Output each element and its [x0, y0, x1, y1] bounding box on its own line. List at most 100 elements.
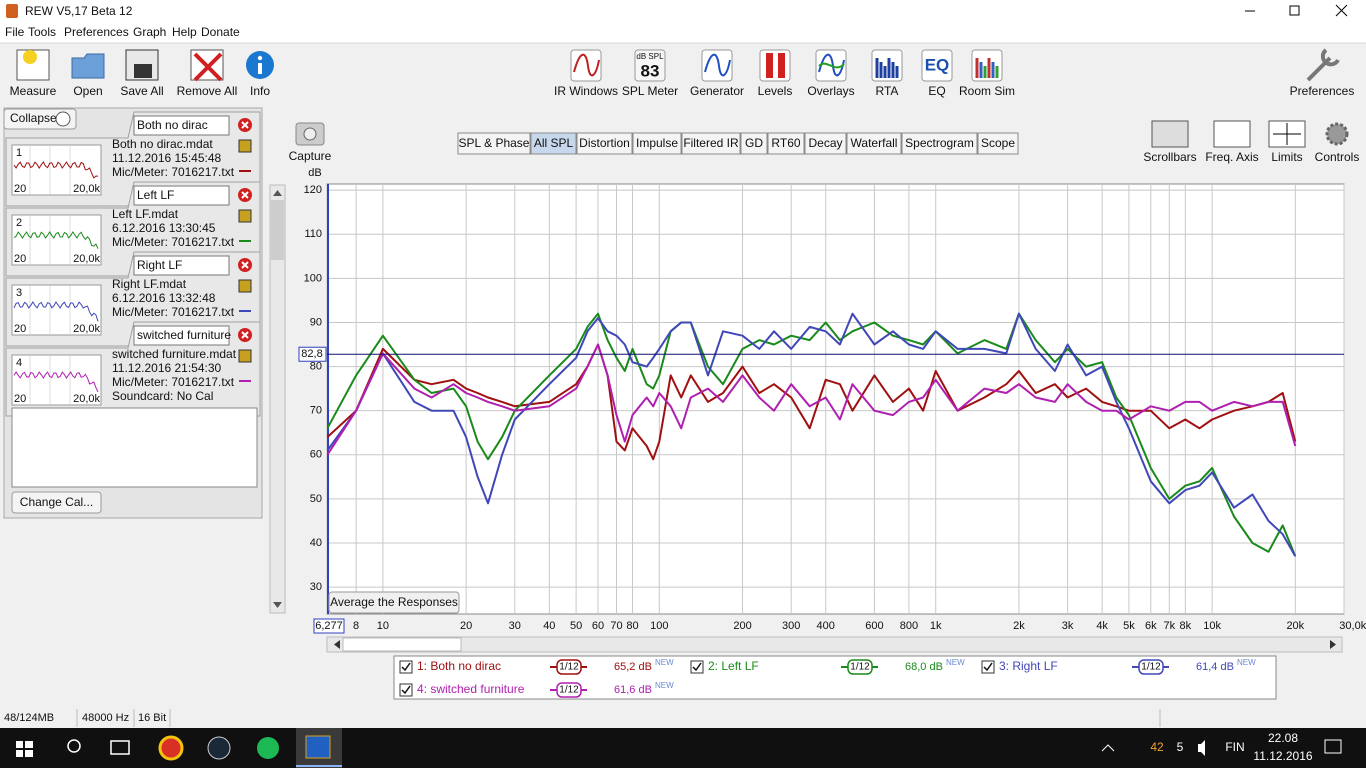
average-button[interactable] — [328, 591, 460, 614]
name-input[interactable] — [133, 325, 230, 346]
toolbar-button[interactable]: RTA — [871, 49, 903, 98]
menu-item[interactable]: Preferences — [64, 25, 129, 39]
spotify-app[interactable] — [257, 737, 279, 759]
measurement-item[interactable]: switched furniture 4 20 20,0k switched furni… — [5, 321, 261, 417]
chrome-app[interactable] — [158, 735, 184, 761]
tray-arrow[interactable] — [1101, 744, 1115, 752]
icon[interactable] — [238, 209, 252, 223]
thumbnail — [11, 354, 102, 406]
icon — [887, 58, 891, 78]
tab[interactable] — [901, 132, 978, 155]
thumb-index: 2 — [16, 217, 22, 229]
menu-item[interactable]: Tools — [28, 25, 56, 39]
tab[interactable] — [681, 132, 741, 155]
task-view[interactable] — [110, 740, 130, 755]
x-tick-label: 50 — [570, 620, 582, 632]
y-tick-label: 120 — [304, 184, 322, 196]
smoothing-box[interactable] — [556, 659, 582, 675]
name-input[interactable] — [133, 255, 230, 276]
tray-item[interactable]: 42 — [1150, 740, 1164, 754]
legend-entry[interactable]: 3: Right LF 1/12 61,4 dB NEW — [981, 658, 1256, 675]
name-input[interactable] — [133, 115, 230, 136]
legend-level: 68,0 dB — [905, 661, 943, 673]
legend-name: 2: Left LF — [708, 659, 759, 673]
tab[interactable] — [740, 132, 768, 155]
tray-item[interactable]: 5 — [1177, 740, 1184, 754]
tab[interactable] — [457, 132, 531, 155]
legend-entry[interactable]: 4: switched furniture 1/12 61,6 dB NEW — [399, 681, 674, 698]
panel-scrollbar[interactable] — [269, 184, 286, 614]
change-cal-button[interactable] — [11, 491, 102, 514]
tool-icon[interactable] — [1151, 120, 1189, 148]
toolbar-button[interactable]: Preferences — [1290, 48, 1355, 98]
icon[interactable] — [238, 139, 252, 153]
toolbar-button[interactable]: Save All — [120, 49, 164, 98]
toolbar-button[interactable]: EQ EQ — [921, 49, 953, 98]
menu-item[interactable]: Donate — [201, 25, 240, 39]
toolbar-button[interactable]: Remove All — [177, 49, 238, 98]
steam-app[interactable] — [207, 736, 231, 760]
tab[interactable] — [576, 132, 633, 155]
smoothing-label: 1/12 — [850, 662, 870, 673]
tool-icon[interactable] — [1213, 120, 1251, 148]
legend-entry[interactable]: 1: Both no dirac 1/12 65,2 dB NEW — [399, 658, 674, 675]
checkbox[interactable] — [399, 683, 413, 697]
toolbar-button[interactable]: Room Sim — [959, 49, 1015, 98]
x-tick-label: 7k — [1163, 620, 1175, 632]
capture-label: Capture — [289, 149, 332, 163]
smoothing-box[interactable] — [1138, 659, 1164, 675]
icon — [879, 62, 883, 78]
notes-box[interactable] — [11, 407, 258, 488]
legend — [393, 655, 1277, 700]
start-button[interactable] — [16, 741, 33, 757]
tab[interactable] — [530, 132, 577, 155]
h-scrollbar[interactable] — [326, 636, 1343, 653]
toolbar-button[interactable]: Generator — [690, 49, 744, 98]
toolbar-button[interactable]: Overlays — [807, 49, 855, 98]
volume-icon[interactable] — [1198, 740, 1205, 756]
checkbox[interactable] — [981, 660, 995, 674]
smoothing-box[interactable] — [847, 659, 873, 675]
eq-badge: EQ — [925, 55, 950, 74]
toolbar-button[interactable]: Open — [71, 53, 105, 98]
series-line — [326, 312, 1297, 557]
menu-item[interactable]: Help — [172, 25, 197, 39]
menu-item[interactable]: File — [5, 25, 25, 39]
tab-label: SPL & Phase — [459, 136, 530, 150]
x-tick-label: 5k — [1123, 620, 1135, 632]
thumb-axis: 20 — [14, 393, 26, 405]
toolbar-button[interactable]: Info — [246, 51, 274, 98]
icon[interactable] — [238, 349, 252, 363]
search-button[interactable] — [67, 739, 81, 753]
close-button[interactable] — [1335, 4, 1348, 17]
toolbar-button[interactable]: Levels — [758, 49, 793, 98]
clock-date: 11.12.2016 — [1253, 749, 1312, 763]
tab[interactable] — [977, 132, 1019, 155]
tray-item[interactable]: FIN — [1225, 740, 1244, 754]
change-cal-label: Change Cal... — [20, 495, 93, 509]
tab[interactable] — [846, 132, 902, 155]
menu-item[interactable]: Graph — [133, 25, 166, 39]
panel-scroll-thumb[interactable] — [271, 200, 284, 260]
tab[interactable] — [632, 132, 682, 155]
maximize-button[interactable] — [1289, 5, 1300, 16]
smoothing-box[interactable] — [556, 682, 582, 698]
checkbox[interactable] — [690, 660, 704, 674]
legend-level: 61,6 dB — [614, 684, 652, 696]
toolbar-button[interactable]: IR Windows — [554, 49, 618, 98]
notification-button[interactable] — [1324, 739, 1342, 754]
x-tick-label: 10 — [377, 620, 389, 632]
tab[interactable] — [804, 132, 847, 155]
tab[interactable] — [767, 132, 805, 155]
name-input[interactable] — [133, 185, 230, 206]
y-tick-label: 30 — [310, 581, 322, 593]
x-tick-label: 300 — [782, 620, 800, 632]
toolbar-button[interactable]: Measure — [10, 49, 57, 98]
legend-entry[interactable]: 2: Left LF 1/12 68,0 dB NEW — [690, 658, 965, 675]
checkbox[interactable] — [399, 660, 413, 674]
h-scroll-thumb[interactable] — [342, 637, 462, 652]
tool-icon[interactable] — [1325, 122, 1349, 146]
icon[interactable] — [238, 279, 252, 293]
